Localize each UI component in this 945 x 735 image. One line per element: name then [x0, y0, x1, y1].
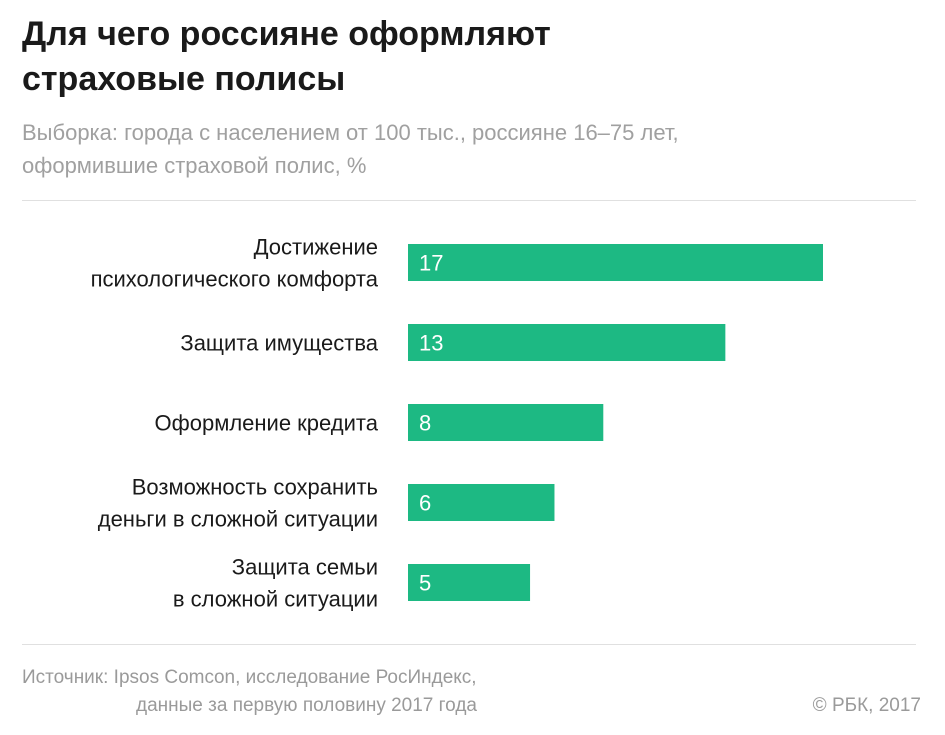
bar-value-label-2: 13 — [419, 331, 443, 356]
chart-subtitle: Выборка: города с населением от 100 тыс.… — [22, 116, 922, 182]
category-label-1-line-1: Достижение — [254, 235, 378, 260]
copyright-text: © РБК, 2017 — [812, 695, 921, 716]
source-line-2: данные за первую половину 2017 года — [136, 695, 477, 716]
category-label-5-line-1: Защита семьи — [232, 555, 378, 580]
category-label-1-line-2: психологического комфорта — [91, 267, 379, 292]
bar-value-label-5: 5 — [419, 571, 431, 596]
chart-title-line-2: страховые полисы — [22, 60, 346, 98]
source-note: Источник: Ipsos Comcon, исследование Рос… — [22, 664, 582, 720]
category-label-4-line-2: деньги в сложной ситуации — [98, 507, 378, 532]
chart-title: Для чего россияне оформляют страховые по… — [22, 12, 922, 102]
bar-chart: 17 Достижение психологического комфорта 13 З… — [91, 235, 823, 612]
chart-title-line-1: Для чего россияне оформляют — [22, 15, 551, 53]
category-label-3-line-1: Оформление кредита — [155, 411, 379, 436]
bar-2 — [408, 324, 726, 361]
category-label-5-line-2: в сложной ситуации — [173, 587, 378, 612]
bar-value-label-1: 17 — [419, 251, 443, 276]
bar-value-label-4: 6 — [419, 491, 431, 516]
top-divider — [22, 200, 916, 201]
category-label-4-line-1: Возможность сохранить — [132, 475, 378, 500]
chart-subtitle-line-1: Выборка: города с населением от 100 тыс.… — [22, 120, 679, 145]
source-line-1: Источник: Ipsos Comcon, исследование Рос… — [22, 667, 477, 688]
bar-value-label-3: 8 — [419, 411, 431, 436]
bottom-divider — [22, 644, 916, 645]
bar-4 — [408, 484, 555, 521]
bar-1 — [408, 244, 823, 281]
category-label-2-line-1: Защита имущества — [180, 331, 378, 356]
bar-3 — [408, 404, 604, 441]
chart-subtitle-line-2: оформившие страховой полис, % — [22, 153, 367, 178]
bar-5 — [408, 564, 531, 601]
